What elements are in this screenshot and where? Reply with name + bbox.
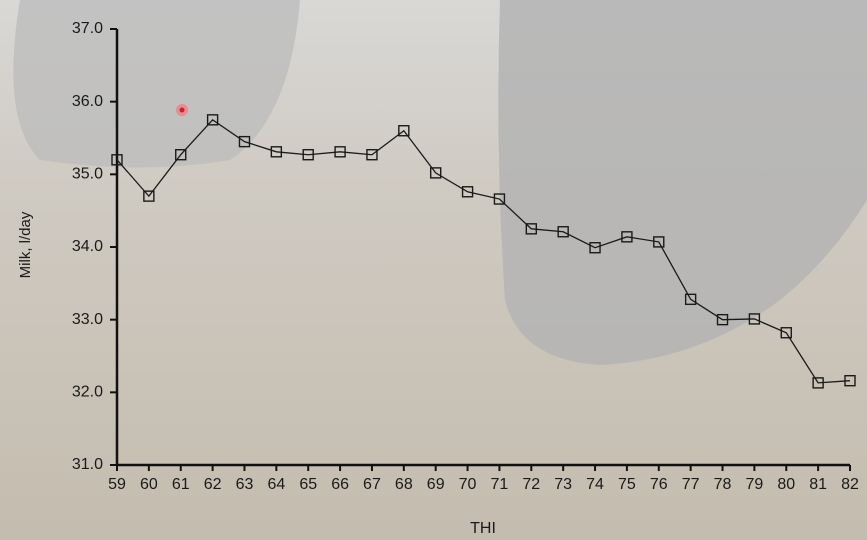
marker (493, 193, 506, 205)
x-tick-label: 64 (267, 476, 285, 493)
y-tick-label: 35.0 (72, 166, 103, 183)
x-tick-label: 63 (236, 476, 254, 493)
marker (111, 154, 123, 166)
marker (238, 135, 251, 148)
y-tick-label: 36.0 (72, 93, 103, 110)
marker (398, 125, 410, 137)
marker (684, 293, 697, 306)
marker (589, 242, 601, 254)
y-tick-label: 31.0 (72, 456, 103, 473)
marker (302, 149, 314, 161)
marker (716, 313, 729, 326)
x-tick-label: 82 (841, 476, 859, 493)
x-tick-label: 66 (331, 476, 349, 493)
x-tick-label: 80 (777, 476, 795, 493)
marker (175, 149, 187, 161)
y-tick-label: 34.0 (72, 238, 103, 255)
y-tick-label: 33.0 (72, 311, 103, 328)
x-tick-label: 65 (299, 476, 317, 493)
y-tick-label: 32.0 (72, 384, 103, 401)
x-tick-label: 75 (618, 476, 636, 493)
marker (366, 149, 378, 161)
x-tick-label: 70 (459, 476, 477, 493)
marker (334, 146, 346, 158)
marker (525, 223, 538, 235)
marker (557, 226, 569, 238)
x-tick-label: 60 (140, 476, 158, 493)
marker (748, 313, 761, 325)
x-axis-label: THI (470, 520, 496, 537)
marker (143, 190, 155, 202)
y-axis-label: Milk, l/day (17, 211, 34, 278)
x-tick-label: 62 (204, 476, 222, 493)
x-tick-label: 69 (427, 476, 445, 493)
marker (461, 186, 474, 198)
x-tick-label: 72 (522, 476, 540, 493)
marker (429, 167, 442, 179)
marker (844, 375, 856, 387)
x-tick-label: 61 (172, 476, 190, 493)
background-shape (13, 0, 300, 168)
x-tick-label: 68 (395, 476, 413, 493)
marker (812, 377, 824, 389)
x-tick-label: 78 (714, 476, 732, 493)
x-tick-label: 71 (491, 476, 509, 493)
x-tick-label: 76 (650, 476, 668, 493)
x-tick-label: 67 (363, 476, 381, 493)
cursor-dot (179, 107, 185, 113)
marker (653, 236, 665, 248)
x-tick-label: 74 (586, 476, 604, 493)
marker (780, 327, 792, 339)
y-tick-label: 37.0 (72, 20, 103, 37)
x-tick-label: 73 (554, 476, 572, 493)
marker (621, 231, 633, 243)
x-tick-label: 77 (682, 476, 700, 493)
x-tick-label: 79 (745, 476, 763, 493)
x-tick-label: 59 (108, 476, 126, 493)
marker (206, 114, 219, 126)
x-tick-label: 81 (809, 476, 827, 493)
background-shape (498, 0, 867, 365)
marker (270, 146, 283, 158)
